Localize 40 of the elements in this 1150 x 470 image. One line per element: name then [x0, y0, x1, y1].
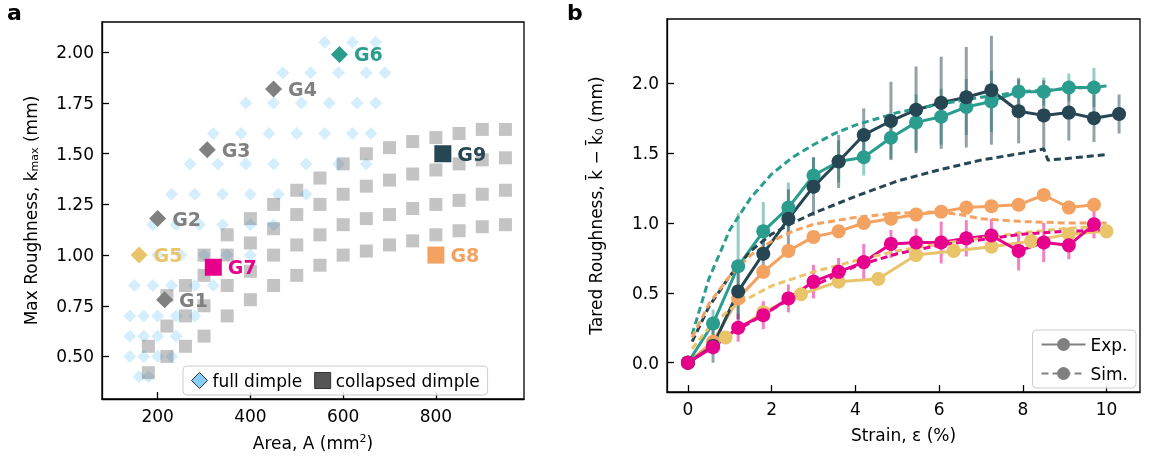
y-axis-title: Max Roughness, kmax (mm) [20, 95, 41, 326]
series-label: G1 [179, 288, 208, 311]
y-tick-label: 1.50 [56, 143, 94, 164]
y-tick-label: 0.0 [631, 352, 659, 373]
x-tick-label: 8 [1017, 398, 1029, 419]
y-tick-label: 0.5 [631, 282, 659, 303]
x-axis-title: Strain, ε (%) [850, 424, 957, 445]
x-tick-label: 10 [1095, 398, 1118, 419]
y-tick-label: 2.0 [631, 73, 659, 94]
series-label: G6 [353, 43, 383, 66]
x-tick-label: 2 [766, 398, 778, 419]
y-tick-label: 1.25 [56, 194, 94, 215]
x-tick-label: 200 [141, 405, 174, 426]
y-tick-label: 1.5 [631, 143, 659, 164]
x-tick-label: 600 [326, 405, 360, 426]
series-label: G7 [227, 256, 257, 279]
y-tick-label: 2.00 [56, 42, 94, 63]
series-label: G8 [450, 244, 480, 267]
x-tick-label: 6 [933, 398, 945, 419]
x-tick-label: 0 [682, 398, 694, 419]
series-label: G5 [153, 244, 183, 267]
y-axis-title: Tared Roughness, k̄ − k̄0 (mm) [584, 76, 606, 336]
legend-label: full dimple [212, 370, 303, 391]
y-tick-label: 1.0 [631, 212, 659, 233]
x-tick-label: 4 [849, 398, 861, 419]
y-tick-label: 1.00 [56, 245, 94, 266]
legend-label: Sim. [1090, 363, 1129, 384]
y-tick-label: 1.75 [56, 93, 94, 114]
x-tick-label: 800 [419, 405, 453, 426]
legend-label: Exp. [1090, 334, 1128, 355]
y-tick-label: 0.75 [56, 295, 94, 316]
legend-label: collapsed dimple [335, 370, 480, 391]
series-label: G9 [457, 142, 487, 165]
series-label: G2 [172, 207, 201, 230]
y-tick-label: 0.50 [56, 346, 94, 367]
series-label: G4 [288, 77, 317, 100]
chart-title: b [567, 0, 583, 25]
series-label: G3 [221, 138, 251, 161]
x-tick-label: 400 [234, 405, 267, 426]
chart-title: a [7, 0, 22, 25]
